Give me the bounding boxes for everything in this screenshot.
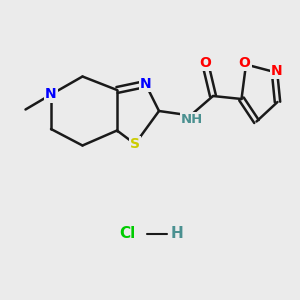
Text: O: O — [200, 56, 211, 70]
Text: N: N — [45, 88, 57, 101]
Text: O: O — [238, 56, 250, 70]
Text: S: S — [130, 137, 140, 151]
Text: H: H — [171, 226, 183, 242]
Text: N: N — [271, 64, 283, 77]
Text: Cl: Cl — [119, 226, 136, 242]
Text: N: N — [140, 77, 151, 91]
Text: NH: NH — [181, 112, 203, 126]
